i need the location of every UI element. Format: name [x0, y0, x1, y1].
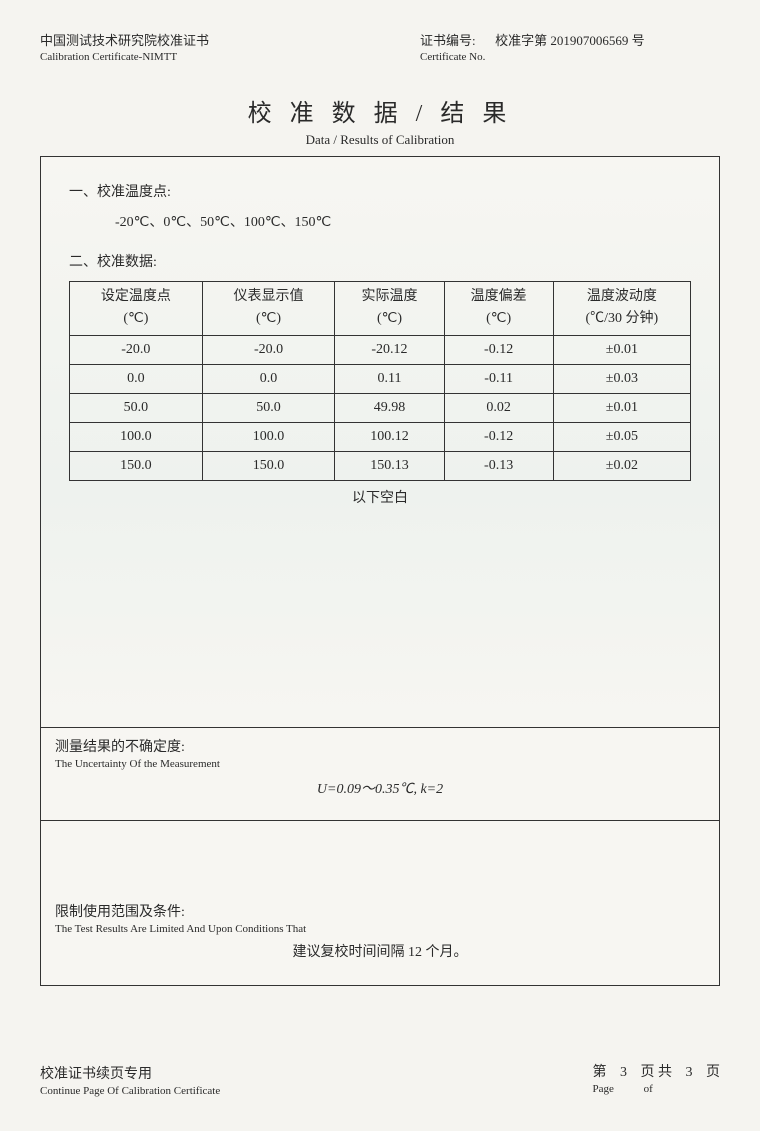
- title-section: 校 准 数 据 / 结 果 Data / Results of Calibrat…: [40, 93, 720, 148]
- certno-label-en: Certificate No.: [420, 51, 720, 63]
- header-left: 中国测试技术研究院校准证书 Calibration Certificate-NI…: [40, 30, 340, 63]
- section1-heading: 一、校准温度点:: [69, 181, 691, 201]
- page-cn-1: 第: [593, 1065, 607, 1080]
- header-row: 中国测试技术研究院校准证书 Calibration Certificate-NI…: [40, 30, 720, 63]
- table-header-cell: 设定温度点(℃): [70, 282, 203, 336]
- table-cell: 49.98: [335, 393, 444, 422]
- table-cell: 150.0: [70, 451, 203, 480]
- blank-note: 以下空白: [69, 487, 691, 507]
- conditions-text: 建议复校时间间隔 12 个月。: [55, 941, 705, 961]
- table-cell: -20.0: [70, 335, 203, 364]
- table-body: -20.0-20.0-20.12-0.12±0.010.00.00.11-0.1…: [70, 335, 691, 480]
- table-header-cell: 温度偏差(℃): [444, 282, 553, 336]
- certno-value: 校准字第 201907006569 号: [495, 33, 645, 48]
- table-cell: 0.11: [335, 364, 444, 393]
- conditions-label-cn: 限制使用范围及条件:: [55, 901, 705, 921]
- conditions-label-en: The Test Results Are Limited And Upon Co…: [55, 923, 705, 935]
- footer-right: 第 3 页 共 3 页 Page of: [593, 1061, 721, 1097]
- footer-cont-cn: 校准证书续页专用: [40, 1063, 220, 1083]
- page-block: 第 3 页 共 3 页 Page of: [593, 1061, 721, 1097]
- table-cell: -0.12: [444, 335, 553, 364]
- uncertainty-box: 测量结果的不确定度: The Uncertainty Of the Measur…: [41, 727, 719, 821]
- table-header-row: 设定温度点(℃)仪表显示值(℃)实际温度(℃)温度偏差(℃)温度波动度(℃/30…: [70, 282, 691, 336]
- section1-values: -20℃、0℃、50℃、100℃、150℃: [69, 211, 691, 231]
- footer-left: 校准证书续页专用 Continue Page Of Calibration Ce…: [40, 1063, 220, 1097]
- table-row: 150.0150.0150.13-0.13±0.02: [70, 451, 691, 480]
- table-row: 100.0100.0100.12-0.12±0.05: [70, 422, 691, 451]
- conditions-box: 限制使用范围及条件: The Test Results Are Limited …: [41, 891, 719, 985]
- table-cell: -0.12: [444, 422, 553, 451]
- page-en-1: Page: [593, 1083, 614, 1095]
- table-cell: -0.11: [444, 364, 553, 393]
- table-row: 50.050.049.980.02±0.01: [70, 393, 691, 422]
- table-cell: ±0.05: [553, 422, 690, 451]
- table-cell: 100.12: [335, 422, 444, 451]
- org-name-cn: 中国测试技术研究院校准证书: [40, 30, 340, 49]
- table-cell: -20.0: [202, 335, 335, 364]
- table-cell: 0.0: [70, 364, 203, 393]
- table-cell: 150.0: [202, 451, 335, 480]
- page-total: 3: [676, 1065, 703, 1080]
- uncertainty-label-cn: 测量结果的不确定度:: [55, 736, 705, 756]
- table-cell: 50.0: [70, 393, 203, 422]
- table-row: -20.0-20.0-20.12-0.12±0.01: [70, 335, 691, 364]
- table-cell: 100.0: [70, 422, 203, 451]
- table-cell: 150.13: [335, 451, 444, 480]
- title-en: Data / Results of Calibration: [40, 132, 720, 148]
- table-cell: -0.13: [444, 451, 553, 480]
- certno-label-cn: 证书编号:: [420, 33, 476, 48]
- table-cell: 0.0: [202, 364, 335, 393]
- table-cell: ±0.02: [553, 451, 690, 480]
- main-box: 一、校准温度点: -20℃、0℃、50℃、100℃、150℃ 二、校准数据: 设…: [40, 156, 720, 986]
- table-cell: ±0.03: [553, 364, 690, 393]
- page-cn-2: 页 共: [641, 1065, 673, 1080]
- table-cell: 50.0: [202, 393, 335, 422]
- uncertainty-label-en: The Uncertainty Of the Measurement: [55, 758, 705, 770]
- table-header-cell: 实际温度(℃): [335, 282, 444, 336]
- table-row: 0.00.00.11-0.11±0.03: [70, 364, 691, 393]
- table-cell: ±0.01: [553, 393, 690, 422]
- footer-cont-en: Continue Page Of Calibration Certificate: [40, 1085, 220, 1097]
- table-cell: -20.12: [335, 335, 444, 364]
- page-en-2: of: [644, 1083, 653, 1095]
- table-cell: 100.0: [202, 422, 335, 451]
- table-cell: 0.02: [444, 393, 553, 422]
- certno-row: 证书编号: 校准字第 201907006569 号: [420, 30, 720, 49]
- calibration-table: 设定温度点(℃)仪表显示值(℃)实际温度(℃)温度偏差(℃)温度波动度(℃/30…: [69, 281, 691, 481]
- org-name-en: Calibration Certificate-NIMTT: [40, 51, 340, 63]
- section2-heading: 二、校准数据:: [69, 251, 691, 271]
- header-right: 证书编号: 校准字第 201907006569 号 Certificate No…: [340, 30, 720, 63]
- uncertainty-value: U=0.09～0.35℃, k=2: [55, 778, 705, 798]
- page-current: 3: [610, 1065, 637, 1080]
- table-header-cell: 仪表显示值(℃): [202, 282, 335, 336]
- table-header-cell: 温度波动度(℃/30 分钟): [553, 282, 690, 336]
- footer: 校准证书续页专用 Continue Page Of Calibration Ce…: [40, 1061, 720, 1097]
- table-cell: ±0.01: [553, 335, 690, 364]
- title-cn: 校 准 数 据 / 结 果: [40, 93, 720, 128]
- page-cn-3: 页: [706, 1065, 720, 1080]
